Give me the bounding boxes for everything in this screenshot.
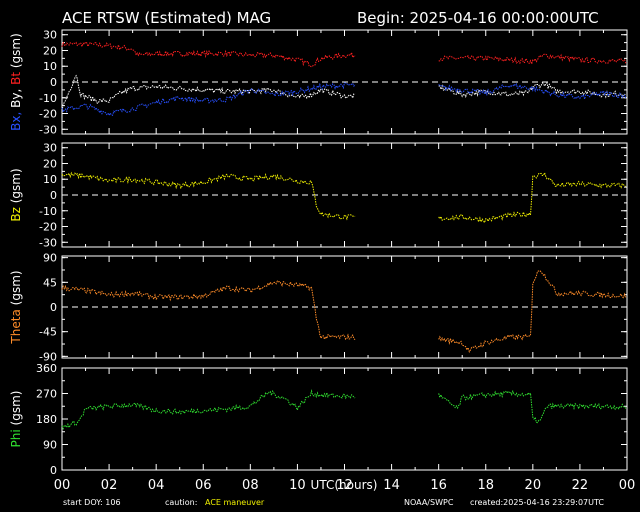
y-tick-label: -10 [39,205,57,218]
data-line [61,74,356,112]
caution-value: ACE maneuver [205,498,265,507]
y-tick-label: -45 [39,326,57,339]
x-tick-label: 06 [195,478,212,493]
x-tick-label: 02 [101,478,118,493]
y-axis-label-part: Theta [9,309,23,344]
y-tick-label: 0 [50,301,57,314]
x-tick-label: 12 [336,478,353,493]
x-tick-label: 14 [383,478,400,493]
chart-title: ACE RTSW (Estimated) MAG [62,9,272,27]
data-line [438,270,627,353]
x-tick-label: 04 [148,478,165,493]
y-tick-label: 0 [50,76,57,89]
y-axis-label-part: Bt [9,72,23,89]
x-tick-label: 16 [430,478,447,493]
y-tick-label: 90 [43,252,57,265]
created-time: created:2025-04-16 23:29:07UTC [470,498,604,507]
y-tick-label: 180 [36,413,57,426]
start-doy: start DOY: 106 [63,498,121,507]
data-line [61,280,356,341]
data-line [61,171,356,221]
x-tick-label: 08 [242,478,259,493]
y-tick-label: 0 [50,189,57,202]
y-tick-label: -20 [39,108,57,121]
y-tick-label: 270 [36,388,57,401]
x-tick-label: 00 [54,478,71,493]
y-tick-label: 20 [43,44,57,57]
y-tick-label: 360 [36,362,57,375]
data-line [438,53,627,66]
series-red [61,40,627,68]
x-tick-label: 18 [477,478,494,493]
y-axis-label-part: Bx, [9,112,23,131]
y-tick-label: 30 [43,29,57,42]
series-green [61,389,627,430]
x-axis-label: UTC(hours) [311,478,378,492]
series-blue [61,82,627,117]
y-tick-label: -30 [39,123,57,136]
data-line [61,389,356,430]
y-axis-label-part: By, [9,89,23,112]
y-tick-label: 0 [50,464,57,477]
y-axis-label: Bz (gsm) [9,168,23,221]
x-tick-label: 22 [572,478,589,493]
caution-label: caution: [165,498,198,507]
y-tick-label: 45 [43,276,57,289]
y-tick-label: -10 [39,92,57,105]
data-line [438,81,627,99]
y-tick-label: -90 [39,350,57,363]
y-axis-label-part: (gsm) [9,33,23,72]
data-line [61,40,356,68]
y-axis-label-part: Phi [9,429,23,447]
panel-1: 30 20 10 0 -10 -20 -30 Bx, By, Bt (gsm) [9,29,628,136]
y-axis-label-part: (gsm) [9,391,23,430]
y-axis-label: Bx, By, Bt (gsm) [9,33,23,131]
data-line [438,171,627,224]
y-axis-label-part: (gsm) [9,270,23,309]
panel-4: 360 270 180 90 0 Phi (gsm) [9,362,628,477]
x-tick-label: 10 [289,478,306,493]
y-tick-label: 10 [43,60,57,73]
y-tick-label: -30 [39,236,57,249]
y-axis-label: Theta (gsm) [9,270,23,344]
panel-3: 90 45 0 -45 -90 Theta (gsm) [9,252,628,363]
series-white [61,74,627,112]
panel-2: 30 20 10 0 -10 -20 -30 Bz (gsm) [9,142,628,249]
panel-frame [61,367,628,471]
series-yellow [61,171,627,224]
data-line [438,82,627,101]
agency: NOAA/SWPC [404,498,454,507]
y-tick-label: 30 [43,142,57,155]
y-tick-label: 10 [43,173,57,186]
begin-time: Begin: 2025-04-16 00:00:00UTC [357,9,599,27]
x-tick-label: 00 [619,478,636,493]
data-line [61,82,356,117]
y-axis-label-part: Bz [9,207,23,222]
y-tick-label: 20 [43,157,57,170]
series-orange [61,270,627,353]
y-tick-label: 90 [43,439,57,452]
y-axis-label-part: (gsm) [9,168,23,207]
y-tick-label: -20 [39,221,57,234]
y-axis-label: Phi (gsm) [9,391,23,448]
data-line [438,389,627,424]
x-tick-label: 20 [525,478,542,493]
